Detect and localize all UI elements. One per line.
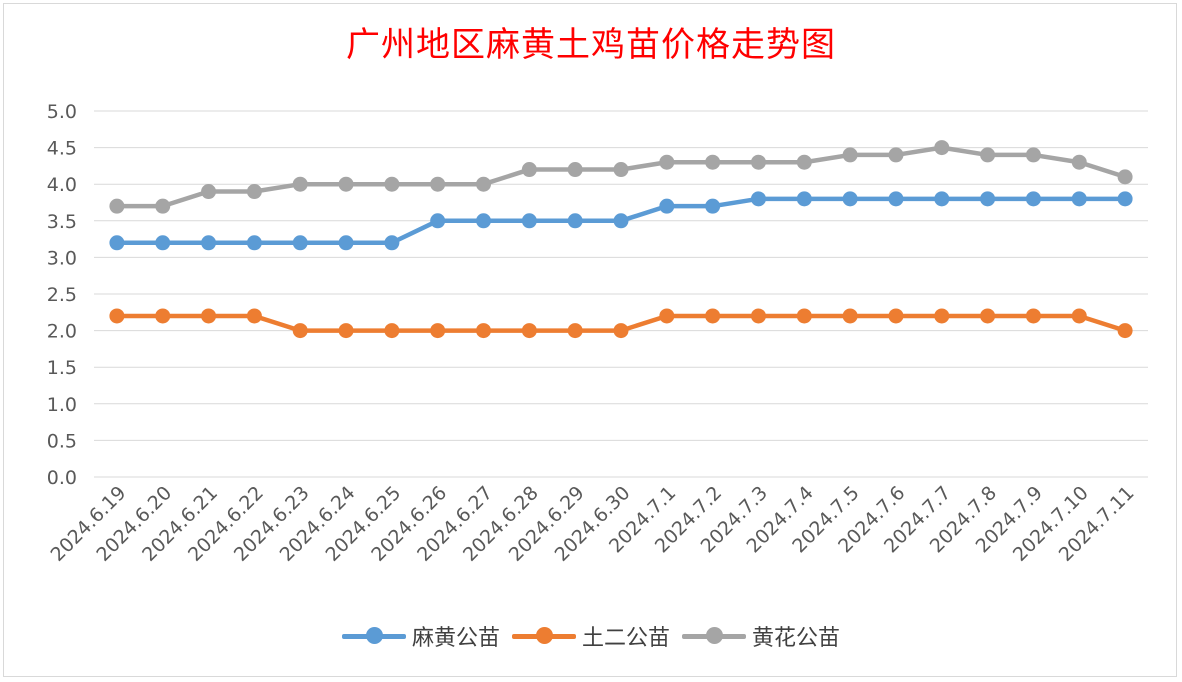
series-2-point-16	[842, 147, 858, 163]
series-1-point-15	[796, 308, 812, 324]
legend-swatch-series-1	[511, 627, 576, 644]
series-1-point-1	[155, 308, 171, 324]
series-1-point-3	[246, 308, 262, 324]
series-1-point-2	[201, 308, 217, 324]
series-0-point-6	[384, 235, 400, 251]
series-0-point-7	[430, 213, 446, 229]
series-2-point-17	[888, 147, 904, 163]
series-0-point-12	[659, 198, 675, 214]
series-1-point-6	[384, 323, 400, 339]
series-0-point-4	[292, 235, 308, 251]
series-2-point-4	[292, 176, 308, 192]
y-tick-label-4: 2.0	[47, 321, 77, 343]
series-0-point-10	[567, 213, 583, 229]
y-tick-label-6: 3.0	[47, 247, 77, 269]
legend-item-series-2: 黄花公苗	[682, 620, 840, 652]
legend-item-series-1: 土二公苗	[511, 620, 670, 652]
y-tick-label-3: 1.5	[47, 357, 77, 379]
y-tick-label-9: 4.5	[47, 138, 77, 160]
series-2-point-20	[1025, 147, 1041, 163]
series-2-point-12	[659, 154, 675, 170]
series-2-point-18	[934, 140, 950, 156]
series-1-point-9	[521, 323, 537, 339]
series-2-point-14	[750, 154, 766, 170]
series-0-point-9	[521, 213, 537, 229]
series-1-point-10	[567, 323, 583, 339]
series-0-point-0	[109, 235, 125, 251]
series-1-point-5	[338, 323, 354, 339]
series-1-point-19	[980, 308, 996, 324]
y-tick-label-2: 1.0	[47, 394, 77, 416]
y-tick-label-8: 4.0	[47, 174, 77, 196]
y-tick-label-0: 0.0	[47, 467, 77, 489]
series-0-point-8	[476, 213, 492, 229]
series-2-point-2	[201, 184, 217, 200]
series-2-point-9	[521, 162, 537, 178]
series-2-point-7	[430, 176, 446, 192]
series-2-point-10	[567, 162, 583, 178]
series-0-point-5	[338, 235, 354, 251]
legend-label-series-0: 麻黄公苗	[411, 626, 500, 651]
series-0-point-19	[980, 191, 996, 207]
y-tick-label-1: 0.5	[47, 430, 77, 452]
series-1-point-12	[659, 308, 675, 324]
chart-frame	[3, 3, 1177, 677]
series-1-point-18	[934, 308, 950, 324]
legend-label-series-2: 黄花公苗	[752, 626, 841, 651]
series-0-point-14	[750, 191, 766, 207]
series-0-point-11	[613, 213, 629, 229]
series-1-point-7	[430, 323, 446, 339]
series-0-point-2	[201, 235, 217, 251]
series-2-point-8	[476, 176, 492, 192]
series-0-point-22	[1117, 191, 1133, 207]
series-2-point-19	[980, 147, 996, 163]
series-0-point-18	[934, 191, 950, 207]
series-1-point-4	[292, 323, 308, 339]
y-tick-label-7: 3.5	[47, 211, 77, 233]
series-1-point-17	[888, 308, 904, 324]
series-2-point-13	[705, 154, 721, 170]
legend-item-series-0: 麻黄公苗	[341, 620, 500, 652]
series-1-point-8	[476, 323, 492, 339]
chart-title: 广州地区麻黄土鸡苗价格走势图	[346, 25, 836, 65]
series-0-point-1	[155, 235, 171, 251]
legend: 麻黄公苗 土二公苗 黄花公苗	[0, 618, 1182, 654]
series-1-point-22	[1117, 323, 1133, 339]
y-tick-label-5: 2.5	[47, 284, 77, 306]
series-2-point-5	[338, 176, 354, 192]
series-0-point-13	[705, 198, 721, 214]
series-0-point-21	[1071, 191, 1087, 207]
series-2-point-11	[613, 162, 629, 178]
series-0-point-16	[842, 191, 858, 207]
series-2-point-3	[246, 184, 262, 200]
series-1-point-13	[705, 308, 721, 324]
series-0-point-15	[796, 191, 812, 207]
series-1-point-14	[750, 308, 766, 324]
series-2-point-22	[1117, 169, 1133, 185]
series-2-point-15	[796, 154, 812, 170]
series-1-point-20	[1025, 308, 1041, 324]
series-0-point-20	[1025, 191, 1041, 207]
series-2-point-1	[155, 198, 171, 214]
legend-swatch-series-0	[341, 627, 406, 644]
series-1-point-0	[109, 308, 125, 324]
series-2-point-0	[109, 198, 125, 214]
legend-swatch-series-2	[682, 627, 746, 644]
series-2-point-21	[1071, 154, 1087, 170]
y-tick-label-10: 5.0	[47, 101, 77, 123]
series-1-point-16	[842, 308, 858, 324]
series-0-point-17	[888, 191, 904, 207]
series-2-point-6	[384, 176, 400, 192]
series-0-point-3	[246, 235, 262, 251]
series-1-point-21	[1071, 308, 1087, 324]
series-1-point-11	[613, 323, 629, 339]
legend-label-series-1: 土二公苗	[581, 626, 670, 651]
